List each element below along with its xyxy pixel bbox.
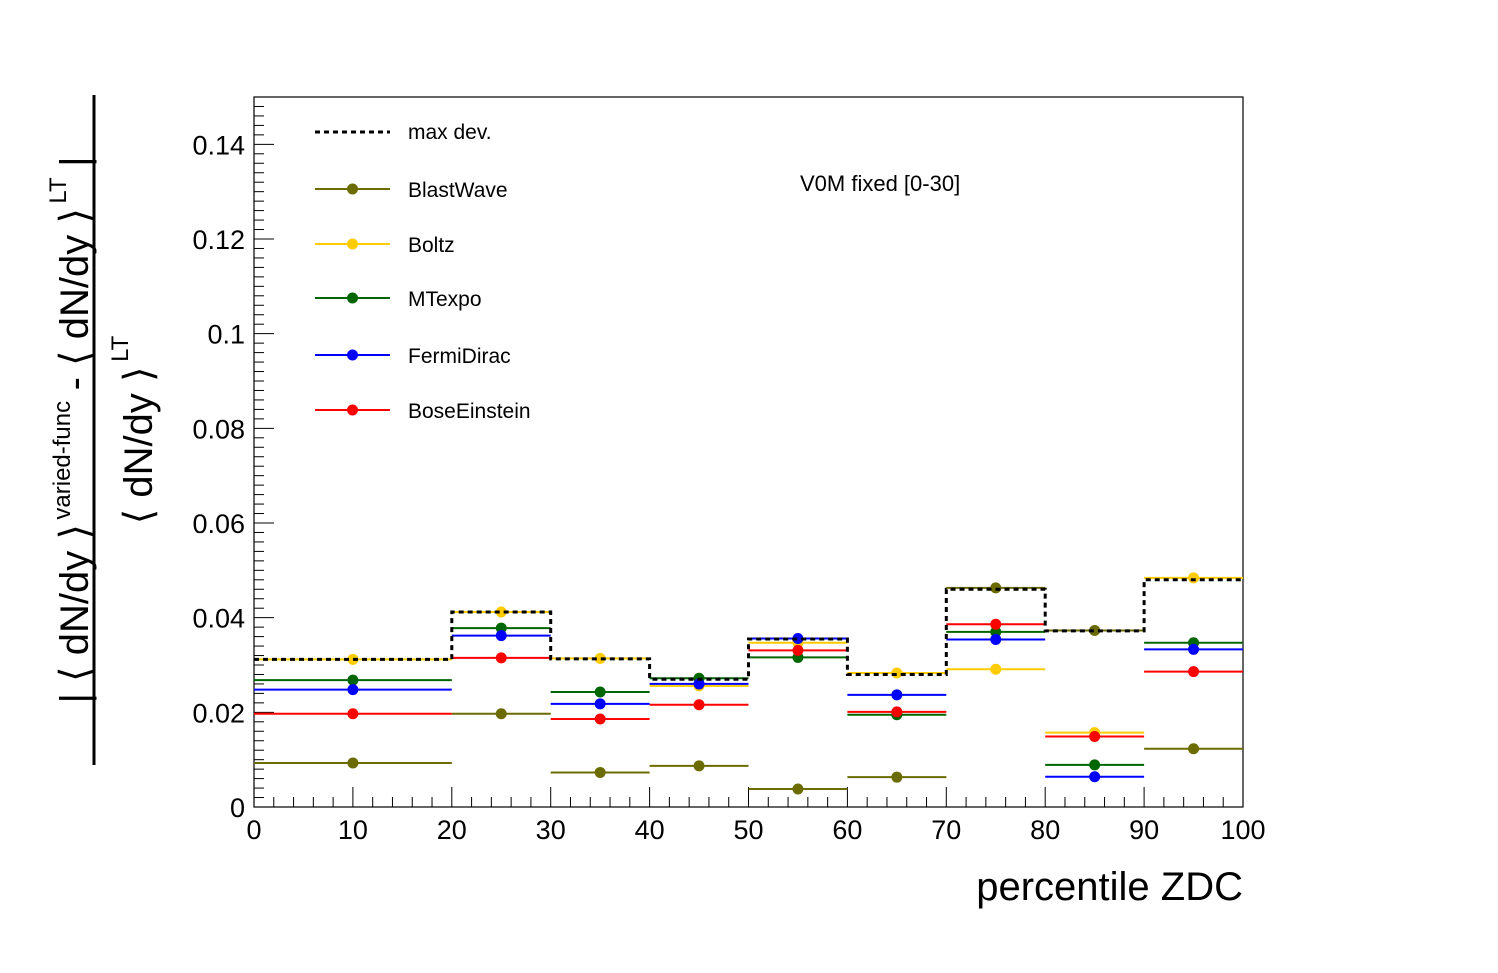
- tick-labels: 0 10 20 30 40 50 60 70 80 90 100 0 0.02 0.04 0.06 0.08 0…: [192, 130, 1265, 845]
- data-point: [495, 606, 507, 618]
- legend-swatch-marker: [347, 292, 358, 304]
- data-point: [891, 706, 903, 718]
- data-point: [594, 766, 606, 778]
- data-point: [693, 699, 705, 711]
- axis-ticks: [253, 96, 1244, 808]
- data-point: [1188, 572, 1200, 584]
- legend-label: BlastWave: [408, 179, 508, 202]
- y-title-den-sup: LT: [107, 335, 134, 362]
- data-point: [594, 713, 606, 725]
- data-point: [1089, 759, 1101, 771]
- plot-border: [253, 96, 1244, 808]
- max-dev-layer: [254, 578, 1243, 681]
- data-point: [1089, 730, 1101, 742]
- y-tick-label: 0.14: [192, 130, 245, 160]
- plot-frame: [253, 96, 1244, 808]
- legend-label: MTexpo: [408, 288, 482, 311]
- data-point: [495, 622, 507, 634]
- x-axis-title: percentile ZDC: [976, 865, 1243, 909]
- legend-swatch-marker: [347, 404, 358, 416]
- legend-label: FermiDirac: [408, 345, 511, 368]
- y-tick-label: 0.04: [192, 604, 245, 634]
- data-point: [594, 652, 606, 664]
- data-point: [693, 678, 705, 690]
- x-tick-label: 100: [1220, 815, 1265, 845]
- data-point: [347, 757, 359, 769]
- y-title-num-sup: varied-func: [49, 401, 76, 520]
- y-tick-label: 0.1: [207, 320, 245, 350]
- data-point: [990, 618, 1002, 630]
- x-tick-label: 0: [246, 815, 261, 845]
- y-title-num-mid: - ⟨ dN/dy ⟩: [53, 208, 97, 390]
- data-point: [594, 686, 606, 698]
- data-point: [693, 760, 705, 772]
- data-point: [1089, 624, 1101, 636]
- data-point: [347, 708, 359, 720]
- x-tick-label: 40: [635, 815, 665, 845]
- data-point: [990, 626, 1002, 638]
- annotation: V0M fixed [0-30]: [800, 171, 960, 196]
- data-point: [990, 633, 1002, 645]
- data-point: [792, 644, 804, 656]
- y-title-den-main: ⟨ dN/dy ⟩: [117, 366, 161, 524]
- max-dev-line: [254, 578, 1243, 681]
- data-point: [347, 674, 359, 686]
- x-tick-label: 90: [1129, 815, 1159, 845]
- y-tick-label: 0.02: [192, 698, 245, 728]
- legend-swatch-marker: [347, 183, 358, 195]
- x-tick-label: 10: [338, 815, 368, 845]
- legend-swatch-marker: [347, 349, 358, 361]
- x-tick-label: 30: [536, 815, 566, 845]
- y-axis-title: | ⟨ dN/dy ⟩ varied-func - ⟨ dN/dy ⟩ LT |…: [45, 95, 161, 765]
- y-tick-label: 0.06: [192, 509, 245, 539]
- data-point: [347, 653, 359, 665]
- data-point: [1188, 743, 1200, 755]
- data-point: [1188, 666, 1200, 678]
- y-tick-label: 0.12: [192, 225, 245, 255]
- data-point: [990, 663, 1002, 675]
- data-point: [495, 652, 507, 664]
- data-point: [891, 771, 903, 783]
- legend-label: Boltz: [408, 234, 455, 257]
- y-tick-label: 0: [230, 793, 245, 823]
- data-point: [594, 698, 606, 710]
- legend: max dev. BlastWave Boltz MTexpo FermiDirac Bo…: [315, 121, 531, 423]
- y-tick-label: 0.08: [192, 414, 245, 444]
- svg-text:⟨ dN/dy ⟩ LT: ⟨ dN/dy ⟩ LT: [107, 335, 161, 524]
- data-point: [495, 708, 507, 720]
- legend-max-dev-label: max dev.: [408, 121, 492, 144]
- data-point: [891, 689, 903, 701]
- data-point: [1089, 771, 1101, 783]
- x-tick-label: 80: [1030, 815, 1060, 845]
- y-title-num-sup2: LT: [45, 177, 72, 204]
- data-point: [1188, 643, 1200, 655]
- data-point: [495, 630, 507, 642]
- series-fermidirac: [254, 630, 1243, 783]
- legend-swatch-marker: [347, 238, 358, 250]
- x-tick-label: 20: [437, 815, 467, 845]
- data-point: [792, 783, 804, 795]
- y-title-num-end: |: [53, 157, 97, 167]
- x-tick-label: 50: [733, 815, 763, 845]
- y-title-num-main: | ⟨ dN/dy ⟩: [53, 524, 97, 703]
- data-point: [792, 632, 804, 644]
- legend-label: BoseEinstein: [408, 400, 531, 423]
- x-tick-label: 70: [931, 815, 961, 845]
- series-boseeinstein: [254, 618, 1243, 742]
- svg-text:| ⟨ dN/dy ⟩ varied-func: | ⟨ dN/dy ⟩ varied-func - ⟨ dN/dy ⟩ LT |: [45, 157, 97, 704]
- series-layer: [254, 572, 1243, 795]
- x-tick-label: 60: [832, 815, 862, 845]
- data-point: [347, 684, 359, 696]
